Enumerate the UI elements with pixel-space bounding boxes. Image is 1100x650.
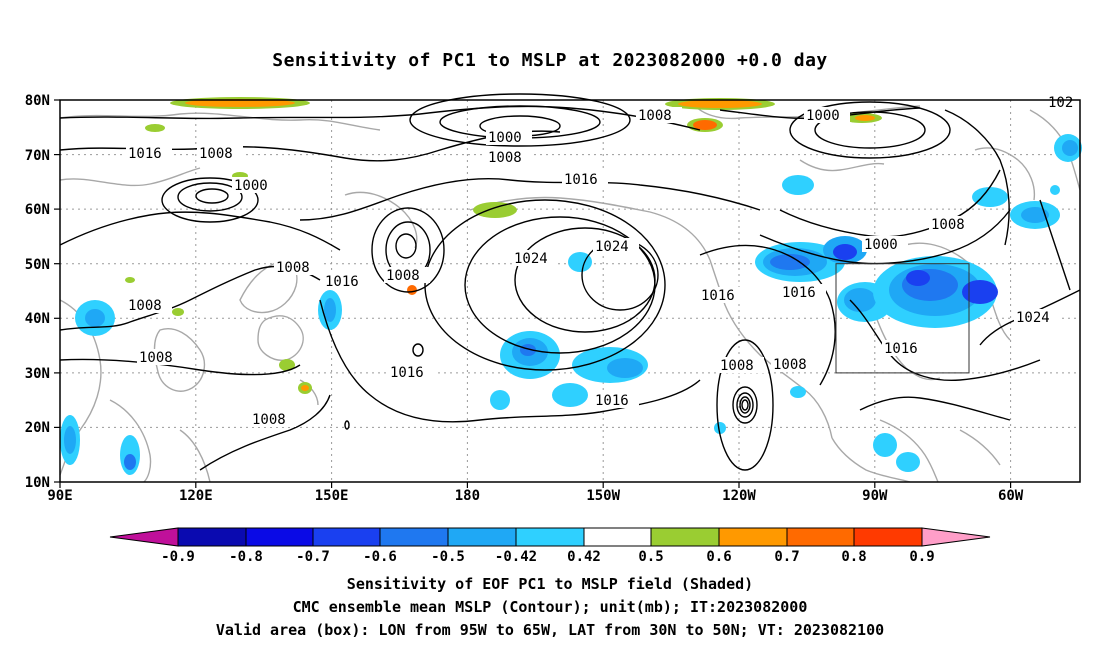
contour-label: 1008 <box>128 298 162 314</box>
contour-label: 1008 <box>488 150 522 166</box>
colorbar-label: 0.7 <box>774 549 799 565</box>
contour-label: 1008 <box>252 412 286 428</box>
colorbar-swatch <box>312 527 381 547</box>
caption-contour: CMC ensemble mean MSLP (Contour); unit(m… <box>292 598 808 616</box>
colorbar-swatch <box>379 527 449 547</box>
colorbar <box>109 527 991 547</box>
colorbar-swatch <box>177 527 247 547</box>
lat-label: 70N <box>25 148 50 164</box>
lon-label: 90W <box>862 488 888 504</box>
lon-label: 120E <box>179 488 213 504</box>
contour-label: 1016 <box>782 285 816 301</box>
lon-label: 180 <box>455 488 480 504</box>
colorbar-label: -0.7 <box>296 549 330 565</box>
caption-shading: Sensitivity of EOF PC1 to MSLP field (Sh… <box>346 575 754 593</box>
colorbar-swatch <box>245 527 314 547</box>
contour-label: 1016 <box>390 365 424 381</box>
contour-label: 1000 <box>864 237 898 253</box>
contour-label: 1016 <box>128 146 162 162</box>
contour-label: 102 <box>1048 95 1073 111</box>
axis-ticks <box>54 99 1012 488</box>
colorbar-swatch <box>786 527 855 547</box>
contour-label: 1024 <box>1016 310 1050 326</box>
contour-label: 1008 <box>931 217 965 233</box>
colorbar-label: -0.6 <box>363 549 397 565</box>
contour-label: 1008 <box>773 357 807 373</box>
colorbar-triangle-high <box>921 527 991 547</box>
contour-label: 1008 <box>139 350 173 366</box>
colorbar-label: 0.6 <box>706 549 731 565</box>
chart-title: Sensitivity of PC1 to MSLP at 2023082000… <box>272 50 828 71</box>
colorbar-label: -0.5 <box>431 549 465 565</box>
caption-valid-area: Valid area (box): LON from 95W to 65W, L… <box>215 621 885 639</box>
colorbar-label: 0.8 <box>841 549 866 565</box>
lat-label: 10N <box>25 475 50 491</box>
contour-label: 1008 <box>720 358 754 374</box>
lon-label: 150E <box>315 488 349 504</box>
colorbar-label: 0.5 <box>638 549 663 565</box>
colorbar-label: 0.9 <box>909 549 934 565</box>
lon-label: 150W <box>586 488 620 504</box>
map-frame <box>59 99 1081 483</box>
contour-label: 1008 <box>199 146 233 162</box>
valid-area-box <box>835 263 970 374</box>
contour-label: 1000 <box>806 108 840 124</box>
contour-label: 1024 <box>595 239 629 255</box>
colorbar-swatch <box>515 527 585 547</box>
colorbar-swatch <box>853 527 923 547</box>
contour-label: 1008 <box>638 108 672 124</box>
contour-label: 1016 <box>701 288 735 304</box>
contour-label: 1000 <box>234 178 268 194</box>
lat-label: 60N <box>25 202 50 218</box>
lon-label: 60W <box>998 488 1024 504</box>
colorbar-label: -0.42 <box>495 549 537 565</box>
colorbar-triangle-low <box>109 527 179 547</box>
contour-label: 1016 <box>884 341 918 357</box>
coastlines <box>59 99 1081 483</box>
lat-label: 40N <box>25 311 50 327</box>
contour-label: 1000 <box>488 130 522 146</box>
contour-label-group: 1016 1008 1000 1008 1008 1008 1008 1016 … <box>126 95 1080 428</box>
latitude-labels: 80N 70N 60N 50N 40N 30N 20N 10N <box>25 93 50 491</box>
contour-label: 1024 <box>514 251 548 267</box>
longitude-labels: 90E 120E 150E 180 150W 120W 90W 60W <box>47 488 1023 504</box>
colorbar-swatch <box>650 527 720 547</box>
colorbar-label: -0.9 <box>161 549 195 565</box>
lon-label: 90E <box>47 488 72 504</box>
contour-label: 1016 <box>564 172 598 188</box>
contour-label: 1016 <box>325 274 359 290</box>
colorbar-swatch <box>447 527 517 547</box>
map-panel: 1016 1008 1000 1008 1008 1008 1008 1016 … <box>59 93 1082 483</box>
contour-label: 1008 <box>276 260 310 276</box>
sensitivity-shading <box>60 97 1082 475</box>
lat-label: 50N <box>25 257 50 273</box>
colorbar-label: -0.8 <box>229 549 263 565</box>
contour-label: 1008 <box>386 268 420 284</box>
colorbar-swatch <box>718 527 788 547</box>
colorbar-swatch <box>583 527 652 547</box>
colorbar-labels: -0.9 -0.8 -0.7 -0.6 -0.5 -0.42 0.42 0.5 … <box>161 549 935 565</box>
contour-label: 1016 <box>595 393 629 409</box>
lat-label: 20N <box>25 420 50 436</box>
lat-label: 30N <box>25 366 50 382</box>
lon-label: 120W <box>722 488 756 504</box>
colorbar-label: 0.42 <box>567 549 601 565</box>
lat-label: 80N <box>25 93 50 109</box>
